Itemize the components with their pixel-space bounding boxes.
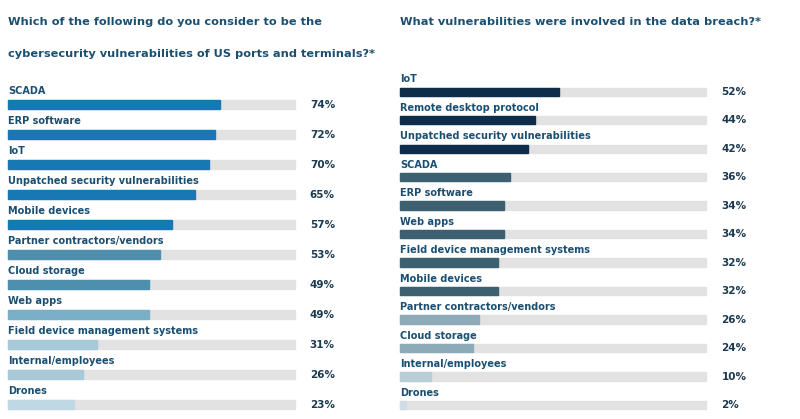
Text: 10%: 10% — [722, 372, 746, 382]
Text: Internal/employees: Internal/employees — [400, 359, 506, 369]
Text: Cloud storage: Cloud storage — [400, 331, 477, 341]
Text: Drones: Drones — [400, 388, 439, 398]
Bar — [8, 190, 295, 199]
Text: Internal/employees: Internal/employees — [8, 356, 114, 366]
Bar — [400, 230, 706, 238]
Text: Mobile devices: Mobile devices — [8, 207, 90, 216]
Text: Drones: Drones — [8, 386, 47, 396]
Bar — [400, 287, 498, 295]
Bar — [8, 280, 295, 289]
Bar — [400, 88, 559, 96]
Bar — [400, 287, 706, 295]
Text: 34%: 34% — [722, 229, 746, 239]
Bar — [400, 316, 479, 324]
Bar — [400, 316, 706, 324]
Text: 26%: 26% — [310, 370, 334, 380]
Bar — [8, 101, 221, 109]
Text: Partner contractors/vendors: Partner contractors/vendors — [8, 236, 163, 246]
Text: What vulnerabilities were involved in the data breach?*: What vulnerabilities were involved in th… — [400, 17, 761, 26]
Bar — [400, 202, 706, 210]
Text: SCADA: SCADA — [8, 86, 46, 96]
Text: Web apps: Web apps — [400, 217, 454, 227]
Bar — [8, 310, 149, 319]
Bar — [400, 344, 474, 352]
Bar — [400, 230, 504, 238]
Text: 26%: 26% — [722, 315, 746, 325]
Bar — [400, 145, 529, 153]
Text: 53%: 53% — [310, 250, 334, 260]
Text: 49%: 49% — [310, 310, 334, 320]
Bar — [400, 372, 706, 381]
Text: 32%: 32% — [722, 258, 746, 268]
Text: 36%: 36% — [722, 172, 746, 182]
Text: Cloud storage: Cloud storage — [8, 266, 85, 277]
Bar — [8, 160, 209, 169]
Text: Unpatched security vulnerabilities: Unpatched security vulnerabilities — [8, 176, 198, 186]
Text: 74%: 74% — [310, 100, 335, 110]
Bar — [8, 340, 97, 349]
Text: 65%: 65% — [310, 190, 334, 200]
Bar — [400, 173, 706, 181]
Text: Which of the following do you consider to be the: Which of the following do you consider t… — [8, 17, 322, 26]
Bar — [8, 370, 295, 379]
Bar — [8, 250, 160, 259]
Bar — [8, 400, 295, 409]
Bar — [400, 259, 706, 267]
Bar — [8, 370, 82, 379]
Text: 2%: 2% — [722, 400, 739, 410]
Text: 44%: 44% — [722, 115, 746, 125]
Text: Field device management systems: Field device management systems — [400, 245, 590, 255]
Text: ERP software: ERP software — [400, 188, 473, 198]
Bar — [400, 259, 498, 267]
Text: ERP software: ERP software — [8, 116, 81, 127]
Text: 49%: 49% — [310, 279, 334, 290]
Text: Unpatched security vulnerabilities: Unpatched security vulnerabilities — [400, 131, 590, 141]
Text: IoT: IoT — [8, 147, 25, 156]
Text: 70%: 70% — [310, 160, 335, 170]
Text: IoT: IoT — [400, 74, 417, 84]
Bar — [400, 116, 534, 124]
Bar — [8, 280, 149, 289]
Bar — [400, 401, 406, 409]
Text: Field device management systems: Field device management systems — [8, 326, 198, 336]
Text: Web apps: Web apps — [8, 296, 62, 306]
Bar — [400, 88, 706, 96]
Text: 24%: 24% — [722, 343, 746, 353]
Bar — [400, 372, 430, 381]
Text: 31%: 31% — [310, 340, 334, 349]
Bar — [8, 400, 74, 409]
Bar — [400, 145, 706, 153]
Text: 32%: 32% — [722, 286, 746, 296]
Text: 57%: 57% — [310, 220, 335, 230]
Text: cybersecurity vulnerabilities of US ports and terminals?*: cybersecurity vulnerabilities of US port… — [8, 49, 375, 59]
Text: 34%: 34% — [722, 201, 746, 211]
Bar — [8, 340, 295, 349]
Bar — [8, 130, 295, 139]
Text: Partner contractors/vendors: Partner contractors/vendors — [400, 302, 555, 312]
Bar — [400, 116, 706, 124]
Bar — [400, 202, 504, 210]
Bar — [400, 344, 706, 352]
Bar — [8, 310, 295, 319]
Bar — [8, 160, 295, 169]
Bar — [400, 401, 706, 409]
Text: SCADA: SCADA — [400, 160, 438, 170]
Text: Remote desktop protocol: Remote desktop protocol — [400, 103, 539, 113]
Bar — [8, 101, 295, 109]
Text: 42%: 42% — [722, 144, 746, 154]
Text: 52%: 52% — [722, 87, 746, 97]
Bar — [8, 250, 295, 259]
Bar — [8, 220, 172, 229]
Bar — [400, 173, 510, 181]
Bar — [8, 190, 194, 199]
Bar — [8, 220, 295, 229]
Text: 23%: 23% — [310, 400, 334, 410]
Text: Mobile devices: Mobile devices — [400, 274, 482, 284]
Bar — [8, 130, 214, 139]
Text: 72%: 72% — [310, 130, 335, 140]
